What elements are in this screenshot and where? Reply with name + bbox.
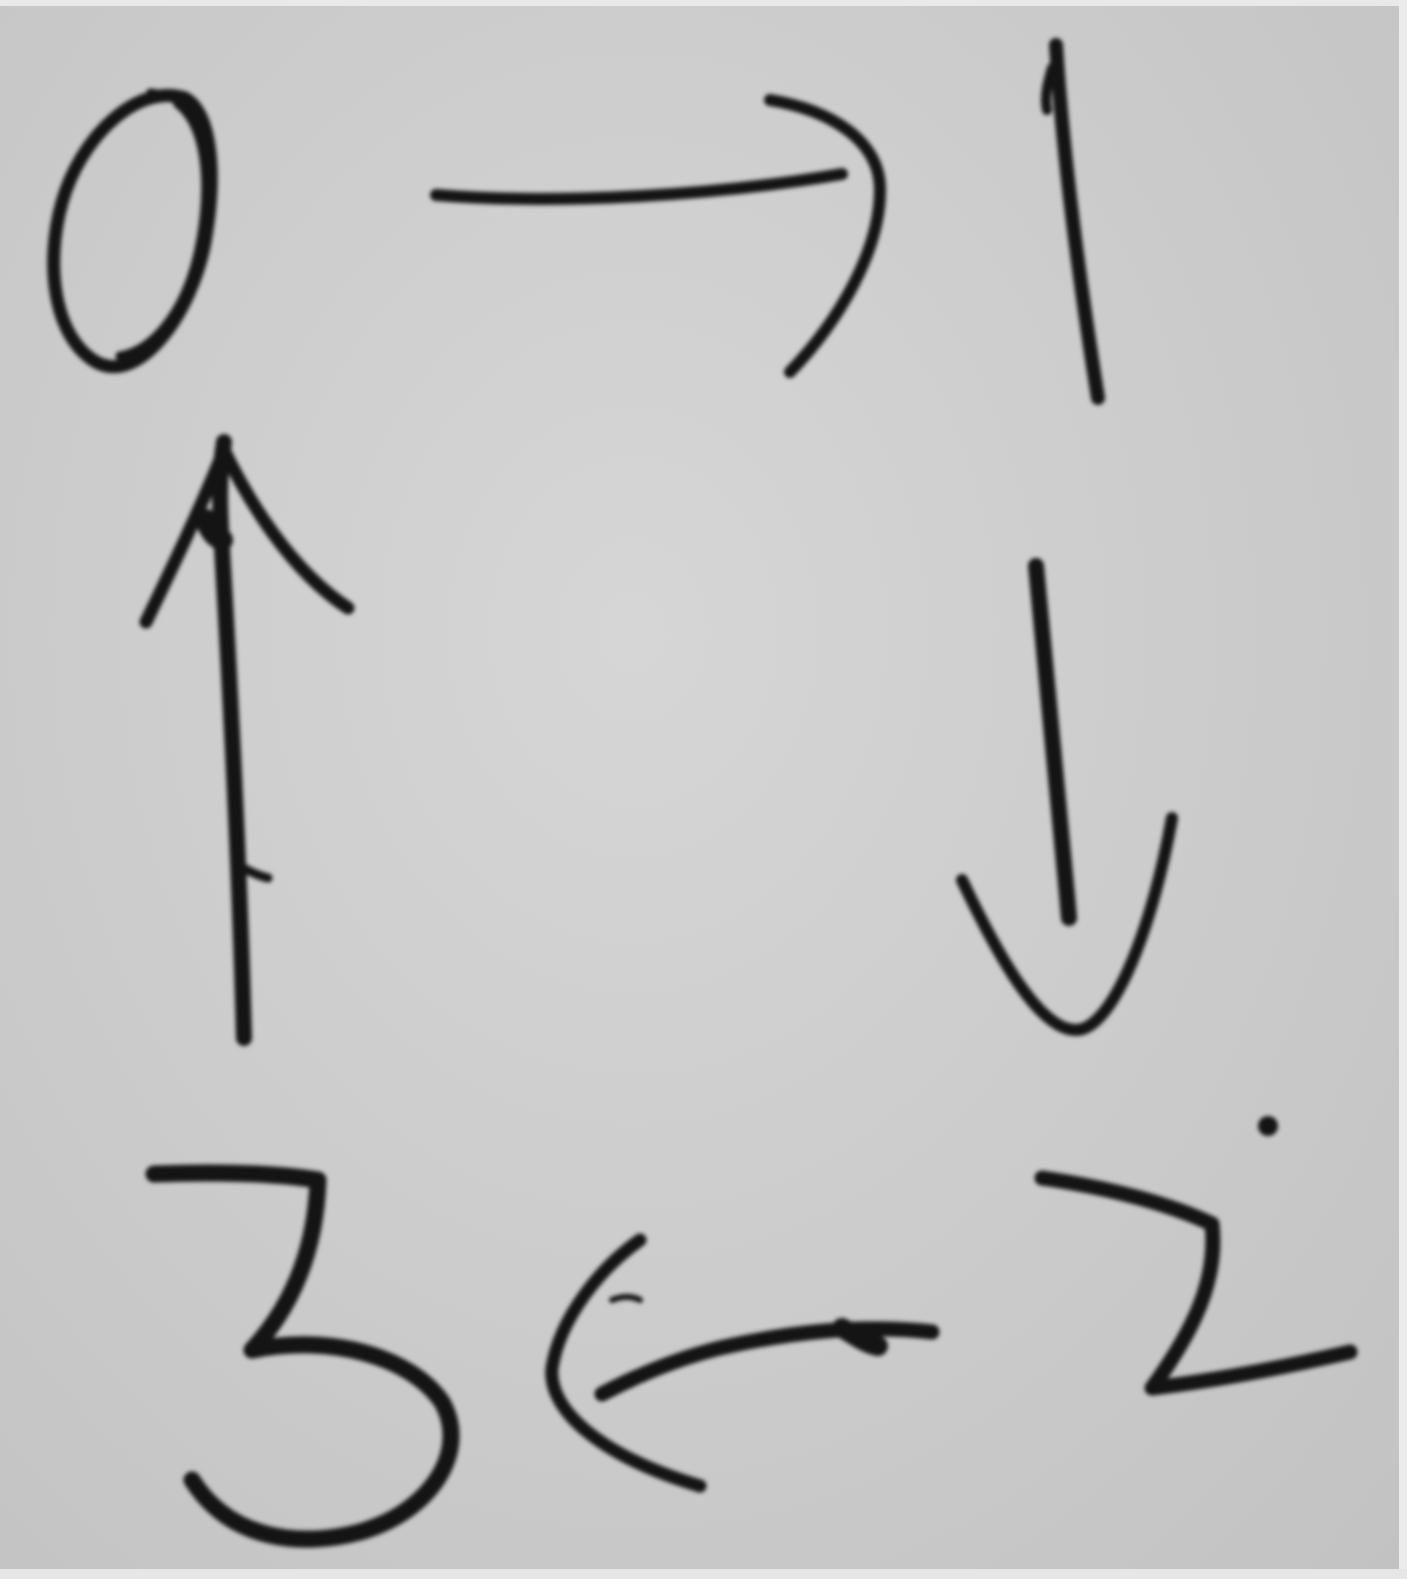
node-label-3: 3 [300, 1352, 306, 1363]
edge-0-to-1 [430, 94, 886, 378]
edge-2-to-3 [545, 1233, 940, 1493]
node-label-1: 1 [1070, 232, 1076, 243]
node-1 [1040, 38, 1105, 405]
paper-edge-right [1399, 0, 1407, 1579]
edge-1-to-2 [956, 558, 1178, 1036]
paper-edge-top [0, 0, 1407, 6]
node-0 [47, 88, 218, 374]
edge-3-to-0 [139, 434, 355, 1046]
paper-edge-bottom [0, 1569, 1407, 1579]
node-3 [145, 1164, 460, 1548]
node-2 [1034, 1116, 1358, 1396]
node-label-0: 0 [120, 252, 126, 263]
node-label-2: 2 [1240, 1282, 1246, 1293]
